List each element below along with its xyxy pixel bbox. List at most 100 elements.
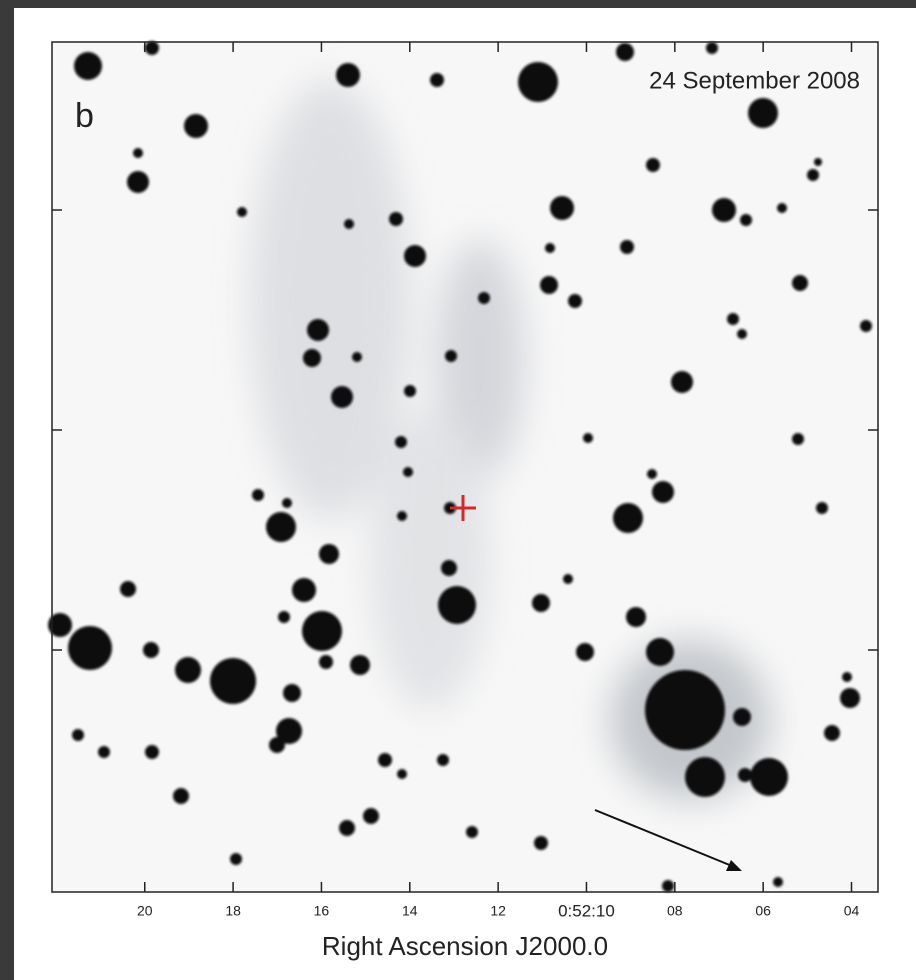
star: [210, 658, 256, 704]
star: [545, 243, 555, 253]
star: [445, 350, 457, 362]
star: [230, 853, 242, 865]
x-tick-label: 08: [667, 903, 683, 919]
star: [652, 481, 674, 503]
star: [363, 808, 379, 824]
x-tick-label: 20: [137, 903, 153, 919]
page: b 24 September 2008 Right Ascension J200…: [0, 0, 916, 980]
star: [237, 207, 247, 217]
star: [646, 158, 660, 172]
star: [133, 148, 143, 158]
star: [792, 275, 808, 291]
star: [814, 158, 822, 166]
star: [466, 826, 478, 838]
star: [620, 240, 634, 254]
star: [252, 489, 264, 501]
star: [534, 836, 548, 850]
star: [532, 594, 550, 612]
star: [292, 578, 316, 602]
star: [438, 586, 476, 624]
star: [647, 469, 657, 479]
star: [145, 41, 159, 55]
star: [740, 214, 752, 226]
star: [792, 433, 804, 445]
star: [74, 52, 102, 80]
star: [350, 655, 370, 675]
star: [336, 63, 360, 87]
star: [269, 737, 285, 753]
star: [283, 684, 301, 702]
x-tick-label: 04: [844, 903, 860, 919]
star: [576, 643, 594, 661]
star: [339, 820, 355, 836]
star: [712, 198, 736, 222]
star: [173, 788, 189, 804]
star: [540, 276, 558, 294]
star: [568, 294, 582, 308]
star: [773, 877, 783, 887]
star: [478, 292, 490, 304]
star: [550, 196, 574, 220]
star: [319, 655, 333, 669]
star: [145, 745, 159, 759]
x-tick-label: 12: [490, 903, 506, 919]
star: [389, 212, 403, 226]
star: [319, 544, 339, 564]
star: [727, 313, 739, 325]
star: [860, 320, 872, 332]
star: [563, 574, 573, 584]
star: [646, 638, 674, 666]
star: [518, 62, 558, 102]
star: [685, 757, 725, 797]
star: [72, 729, 84, 741]
star: [395, 436, 407, 448]
star: [120, 581, 136, 597]
star: [613, 503, 643, 533]
star: [404, 245, 426, 267]
star: [68, 626, 112, 670]
x-tick-label: 18: [225, 903, 241, 919]
star: [127, 171, 149, 193]
star: [404, 385, 416, 397]
star: [840, 688, 860, 708]
x-tick-label: 0:52:10: [558, 901, 615, 920]
star: [750, 758, 788, 796]
star: [645, 670, 725, 750]
star: [98, 746, 110, 758]
panel-label: b: [75, 97, 94, 135]
star: [175, 657, 201, 683]
star: [748, 98, 778, 128]
star: [331, 386, 353, 408]
star: [437, 754, 449, 766]
star: [278, 611, 290, 623]
star: [344, 219, 354, 229]
star: [626, 607, 646, 627]
star: [671, 371, 693, 393]
star: [403, 467, 413, 477]
star: [583, 433, 593, 443]
star: [616, 43, 634, 61]
star: [266, 512, 296, 542]
star: [737, 329, 747, 339]
star: [184, 114, 208, 138]
figure: b 24 September 2008 Right Ascension J200…: [0, 0, 916, 980]
star: [738, 768, 752, 782]
star: [378, 753, 392, 767]
x-tick-label: 16: [314, 903, 330, 919]
star: [302, 611, 342, 651]
star: [842, 672, 852, 682]
star: [303, 349, 321, 367]
star: [430, 73, 444, 87]
x-tick-label: 06: [755, 903, 771, 919]
star: [441, 560, 457, 576]
star: [816, 502, 828, 514]
x-tick-label: 14: [402, 903, 418, 919]
star: [307, 319, 329, 341]
star: [824, 725, 840, 741]
star: [282, 498, 292, 508]
star: [143, 642, 159, 658]
star: [807, 169, 819, 181]
x-axis-title: Right Ascension J2000.0: [322, 931, 608, 961]
star: [706, 42, 718, 54]
star: [662, 880, 674, 892]
